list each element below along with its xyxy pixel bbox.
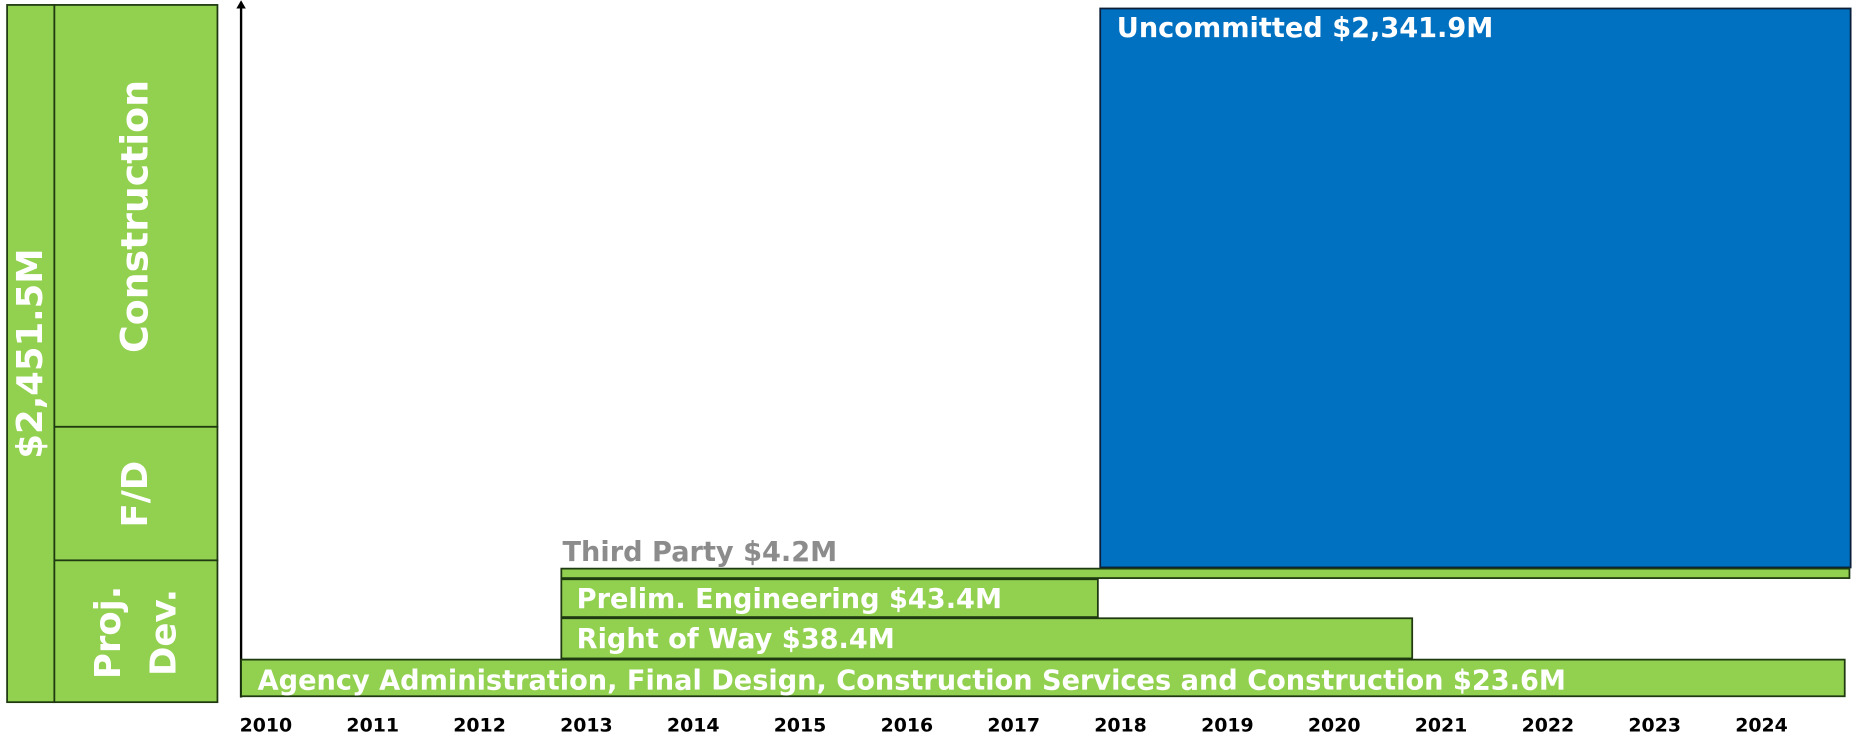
bar — [1099, 7, 1852, 569]
final-design-label: F/D — [115, 461, 156, 528]
bar-label: Prelim. Engineering $43.4M — [577, 584, 1002, 615]
year-label: 2024 — [1735, 714, 1788, 736]
year-label: 2023 — [1628, 714, 1681, 736]
year-label: 2016 — [881, 714, 934, 736]
year-label: 2022 — [1522, 714, 1575, 736]
bar-label: Agency Administration, Final Design, Con… — [258, 666, 1566, 697]
bar-label: Third Party $4.2M — [563, 537, 838, 568]
bar — [240, 658, 1846, 698]
total-label: $2,451.5M — [10, 248, 51, 458]
year-label: 2015 — [774, 714, 827, 736]
year-label: 2011 — [346, 714, 399, 736]
year-label: 2020 — [1308, 714, 1361, 736]
construction-label: Construction — [113, 80, 157, 353]
year-label: 2010 — [240, 714, 293, 736]
bar — [560, 578, 1099, 618]
proj-dev-box — [53, 559, 219, 704]
year-label: 2017 — [987, 714, 1040, 736]
year-label: 2018 — [1094, 714, 1147, 736]
bar-label: Uncommitted $2,341.9M — [1117, 13, 1494, 44]
proj-dev-label: Dev. — [143, 589, 184, 676]
year-label: 2012 — [453, 714, 506, 736]
year-label: 2014 — [667, 714, 720, 736]
bar-label: Right of Way $38.4M — [577, 624, 895, 655]
year-label: 2013 — [560, 714, 613, 736]
total-box — [6, 4, 56, 704]
construction-box — [53, 4, 219, 428]
year-label: 2019 — [1201, 714, 1254, 736]
proj-dev-label: Proj. — [88, 586, 129, 679]
axis-arrow — [236, 0, 246, 9]
bar — [560, 617, 1414, 660]
year-label: 2021 — [1415, 714, 1468, 736]
bar — [560, 567, 1851, 579]
final-design-box — [53, 425, 219, 562]
